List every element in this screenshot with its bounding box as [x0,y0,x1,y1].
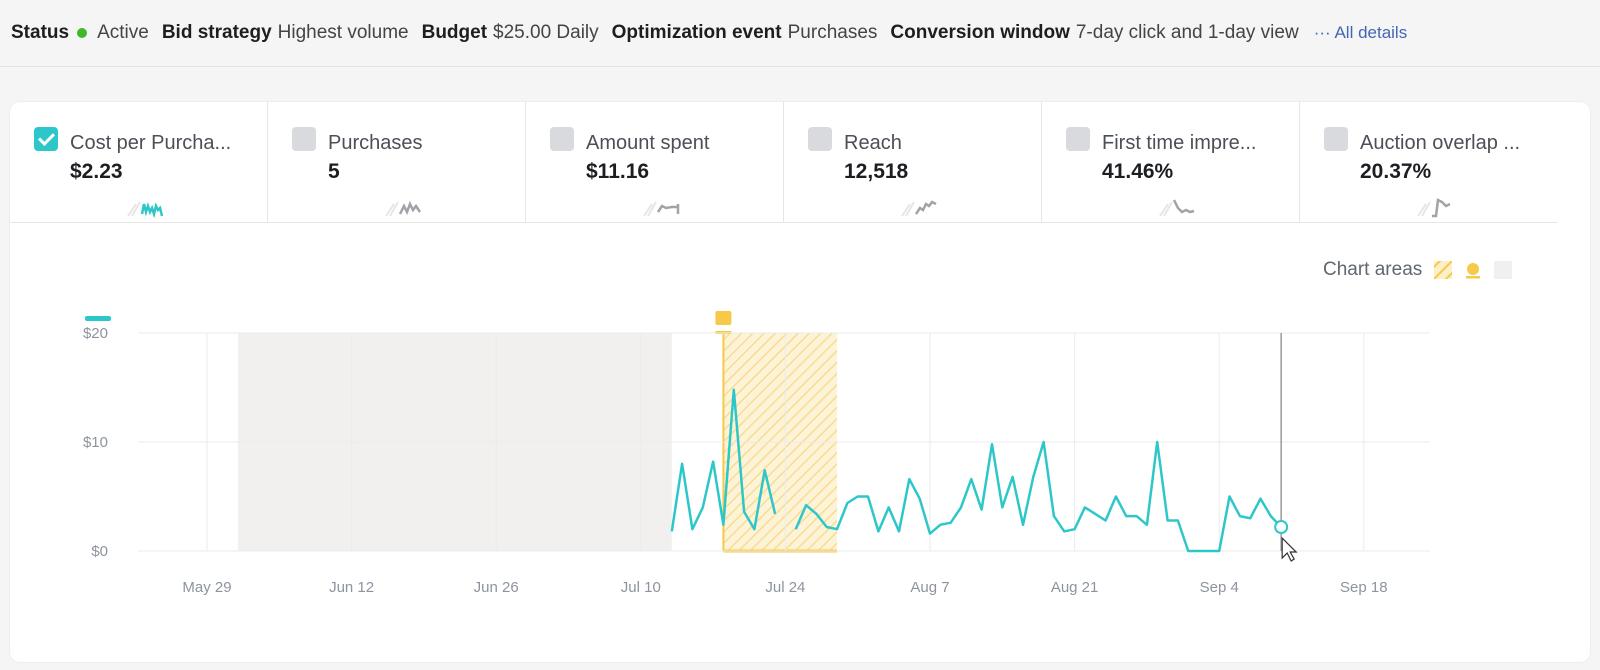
metric-tab-cost-per-purchase[interactable]: Cost per Purcha... $2.23 [10,102,268,222]
metric-tab-first-time-impression[interactable]: First time impre... 41.46% [1042,102,1300,222]
sparkline-icon [901,200,937,217]
campaign-summary-bar: Status Active Bid strategy Highest volum… [0,0,1600,67]
all-details-link[interactable]: ··· All details [1313,23,1408,42]
optimization-event-label: Optimization event [611,22,782,43]
metric-value: $2.23 [70,160,123,183]
y-tick-label: $20 [83,325,108,342]
conversion-window-value: 7-day click and 1-day view [1075,22,1299,43]
metric-checkbox-icon[interactable] [808,127,832,151]
metric-label: Reach [844,132,902,154]
metric-label: First time impre... [1102,132,1257,154]
metric-tab-amount-spent[interactable]: Amount spent $11.16 [526,102,784,222]
metric-label: Cost per Purcha... [70,132,232,154]
metric-tabs: Cost per Purcha... $2.23 Purchases 5 Amo… [10,102,1558,223]
conversion-window-label: Conversion window [890,22,1070,43]
metric-checkbox-icon[interactable] [1066,127,1090,151]
series-line[interactable] [794,440,1283,553]
status-active-icon [77,28,88,38]
bid-strategy-value: Highest volume [277,22,409,43]
metric-value: 5 [328,160,340,183]
metric-value: 12,518 [844,160,909,183]
shaded-area-icon[interactable] [1494,261,1513,279]
metric-tab-purchases[interactable]: Purchases 5 [268,102,526,222]
y-tick-label: $0 [91,543,108,560]
x-tick-label: Sep 18 [1340,579,1388,596]
series-indicator-icon [85,316,111,321]
x-tick-label: Jun 12 [329,579,374,596]
hover-data-point[interactable] [1274,520,1289,535]
metric-value: $11.16 [586,160,650,183]
x-tick-label: Aug 21 [1051,579,1099,596]
metric-checkbox-icon[interactable] [292,127,316,151]
chart-areas-label: Chart areas [1323,259,1423,280]
metric-tab-auction-overlap[interactable]: Auction overlap ... 20.37% [1300,102,1558,222]
event-marker-icon[interactable] [715,311,732,325]
x-tick-label: Jun 26 [474,579,519,596]
x-tick-label: Aug 7 [910,579,949,596]
sparkline-icon [643,201,680,217]
bid-strategy-label: Bid strategy [161,22,272,43]
x-tick-label: Sep 4 [1200,579,1239,596]
status-value: Active [97,22,149,43]
sparkline-icon [127,201,164,218]
sparkline-icon [1159,199,1195,217]
metric-value: 41.46% [1102,160,1174,183]
metric-checkbox-icon[interactable] [1324,127,1348,151]
budget-label: Budget [421,22,488,43]
metric-value: 20.37% [1360,160,1432,183]
event-marker-icon[interactable] [1464,261,1482,279]
metric-checkbox-checked-icon[interactable] [34,127,58,151]
metric-label: Amount spent [586,132,710,154]
cost-per-purchase-line-chart[interactable]: $0 $10 $20 May 29 Jun 12 Jun 26 Jul 10 Jul 24 Au… [10,102,1590,662]
metric-checkbox-icon[interactable] [550,127,574,151]
optimization-event-value: Purchases [787,22,878,43]
chart-areas-legend: Chart areas [1323,259,1513,281]
x-tick-label: May 29 [182,579,231,596]
sparkline-icon [385,200,422,217]
mouse-pointer-icon [1281,536,1298,562]
budget-value: $25.00 Daily [493,22,599,43]
status-label: Status [11,22,70,43]
sparkline-icon [1417,198,1451,218]
metric-label: Auction overlap ... [1360,132,1521,154]
x-tick-label: Jul 24 [765,579,805,596]
series-line[interactable] [670,388,777,532]
hatched-area-icon[interactable] [1434,261,1453,279]
y-tick-label: $10 [83,434,108,451]
x-tick-label: Jul 10 [621,579,661,596]
performance-chart-card: Cost per Purcha... $2.23 Purchases 5 Amo… [10,102,1590,662]
metric-label: Purchases [328,132,423,154]
metric-tab-reach[interactable]: Reach 12,518 [784,102,1042,222]
